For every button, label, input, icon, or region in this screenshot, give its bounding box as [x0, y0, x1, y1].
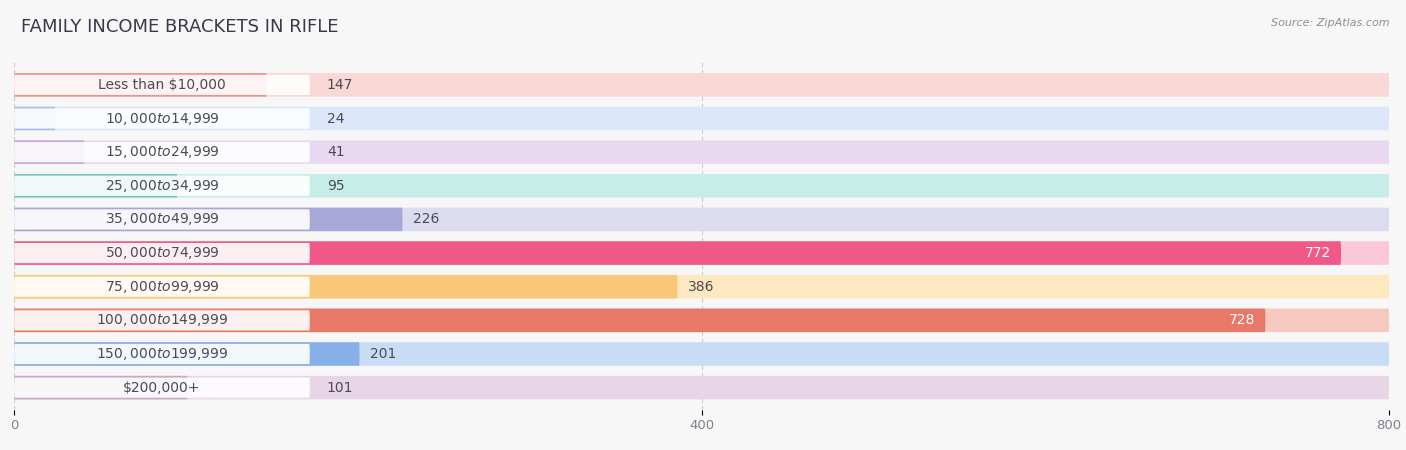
FancyBboxPatch shape [14, 207, 402, 231]
FancyBboxPatch shape [14, 275, 1389, 298]
FancyBboxPatch shape [14, 309, 1265, 332]
Text: 24: 24 [326, 112, 344, 126]
Text: 101: 101 [326, 381, 353, 395]
FancyBboxPatch shape [14, 73, 1389, 97]
Text: $35,000 to $49,999: $35,000 to $49,999 [104, 212, 219, 227]
FancyBboxPatch shape [14, 309, 1389, 332]
FancyBboxPatch shape [14, 344, 309, 364]
FancyBboxPatch shape [14, 73, 267, 97]
FancyBboxPatch shape [14, 243, 309, 263]
FancyBboxPatch shape [14, 75, 309, 95]
FancyBboxPatch shape [14, 142, 309, 162]
Text: $15,000 to $24,999: $15,000 to $24,999 [104, 144, 219, 160]
FancyBboxPatch shape [14, 207, 1389, 231]
FancyBboxPatch shape [14, 275, 678, 298]
FancyBboxPatch shape [14, 140, 1389, 164]
Text: Source: ZipAtlas.com: Source: ZipAtlas.com [1271, 18, 1389, 28]
FancyBboxPatch shape [14, 107, 1389, 130]
FancyBboxPatch shape [14, 378, 309, 398]
Text: 41: 41 [326, 145, 344, 159]
Text: 201: 201 [370, 347, 396, 361]
Text: 95: 95 [326, 179, 344, 193]
Text: $25,000 to $34,999: $25,000 to $34,999 [104, 178, 219, 194]
Text: $100,000 to $149,999: $100,000 to $149,999 [96, 312, 228, 328]
FancyBboxPatch shape [14, 140, 84, 164]
Text: 226: 226 [413, 212, 439, 226]
Text: 147: 147 [326, 78, 353, 92]
Text: FAMILY INCOME BRACKETS IN RIFLE: FAMILY INCOME BRACKETS IN RIFLE [21, 18, 339, 36]
FancyBboxPatch shape [14, 241, 1341, 265]
Text: Less than $10,000: Less than $10,000 [98, 78, 226, 92]
Text: 728: 728 [1229, 313, 1256, 327]
Text: $200,000+: $200,000+ [124, 381, 201, 395]
FancyBboxPatch shape [14, 174, 177, 198]
Text: 386: 386 [688, 280, 714, 294]
Text: $150,000 to $199,999: $150,000 to $199,999 [96, 346, 228, 362]
FancyBboxPatch shape [14, 342, 360, 366]
Text: $75,000 to $99,999: $75,000 to $99,999 [104, 279, 219, 295]
FancyBboxPatch shape [14, 176, 309, 196]
FancyBboxPatch shape [14, 376, 1389, 400]
FancyBboxPatch shape [14, 342, 1389, 366]
FancyBboxPatch shape [14, 174, 1389, 198]
Text: $50,000 to $74,999: $50,000 to $74,999 [104, 245, 219, 261]
FancyBboxPatch shape [14, 376, 187, 400]
Text: $10,000 to $14,999: $10,000 to $14,999 [104, 111, 219, 126]
FancyBboxPatch shape [14, 310, 309, 330]
FancyBboxPatch shape [14, 241, 1389, 265]
FancyBboxPatch shape [14, 108, 309, 129]
Text: 772: 772 [1305, 246, 1330, 260]
FancyBboxPatch shape [14, 209, 309, 230]
FancyBboxPatch shape [14, 107, 55, 130]
FancyBboxPatch shape [14, 277, 309, 297]
